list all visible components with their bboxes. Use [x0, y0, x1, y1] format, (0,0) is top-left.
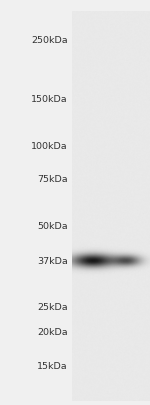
Text: 15kDa: 15kDa	[37, 361, 68, 370]
Text: A: A	[89, 0, 97, 2]
Text: 150kDa: 150kDa	[31, 95, 68, 104]
Text: B: B	[123, 0, 132, 2]
Text: 75kDa: 75kDa	[37, 175, 68, 184]
Text: 37kDa: 37kDa	[37, 256, 68, 266]
Text: 20kDa: 20kDa	[37, 328, 68, 337]
Text: 50kDa: 50kDa	[37, 222, 68, 231]
Text: 25kDa: 25kDa	[37, 302, 68, 311]
Bar	[72, 12, 150, 401]
Text: 250kDa: 250kDa	[31, 36, 68, 45]
Text: 100kDa: 100kDa	[31, 142, 68, 151]
